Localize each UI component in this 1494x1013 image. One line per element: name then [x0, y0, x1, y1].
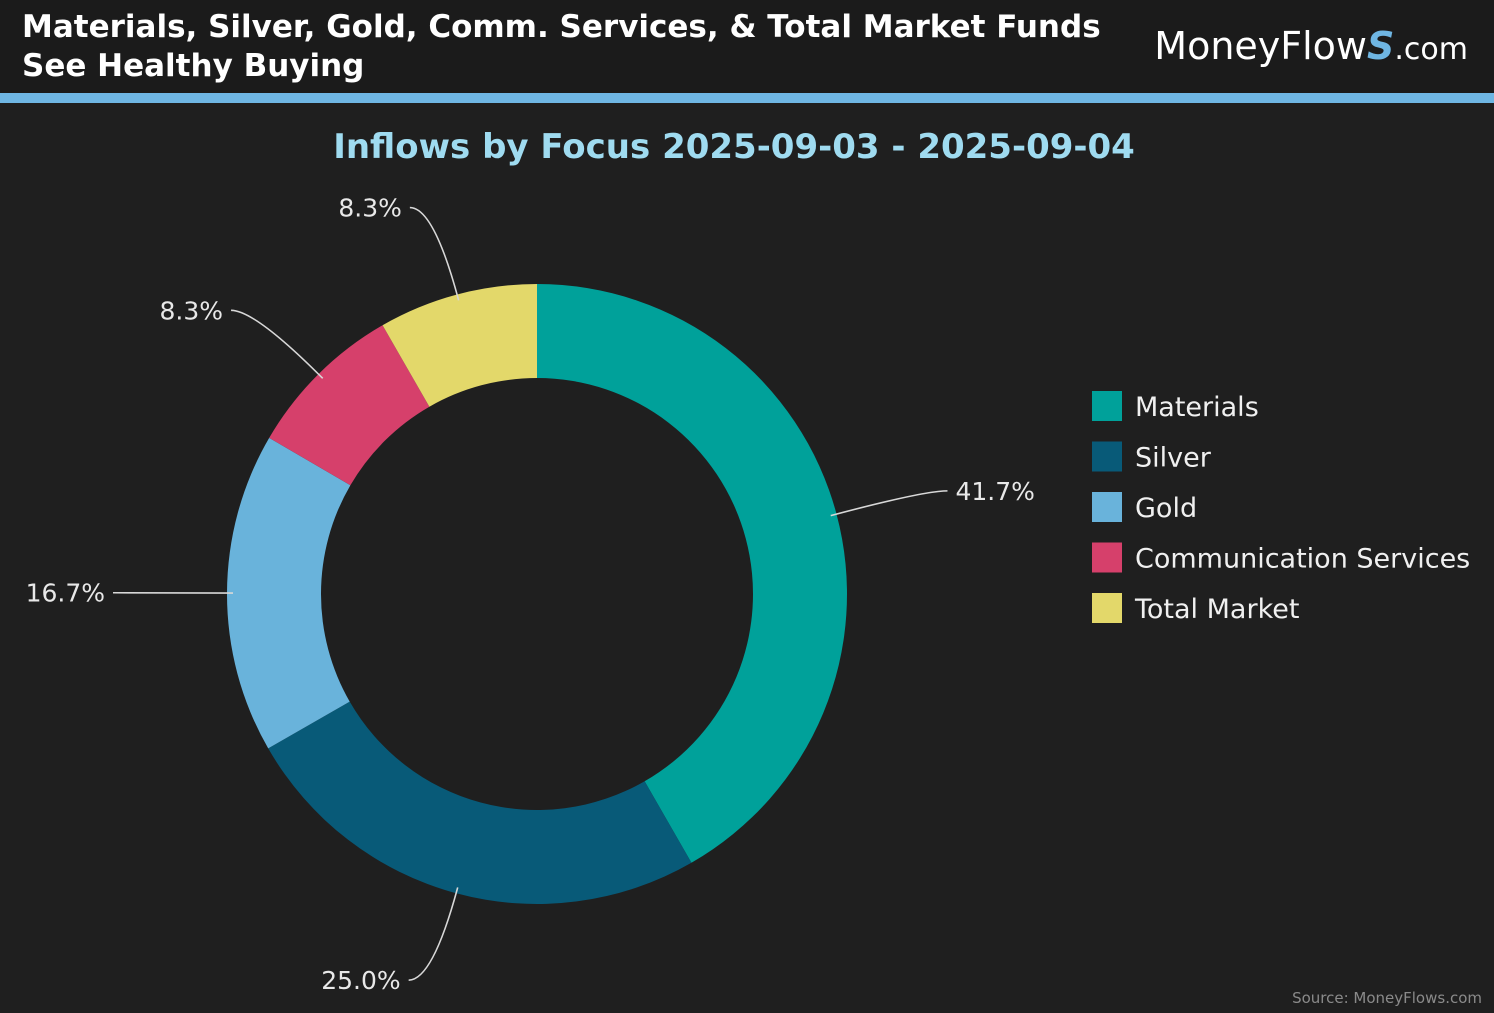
legend: Materials Silver Gold Communication Service… — [1092, 391, 1470, 625]
slice-label-communication-services: 8.3% — [160, 296, 224, 325]
slice-materials — [537, 284, 848, 863]
slice-total-market — [382, 284, 537, 407]
headline-line-1: Materials, Silver, Gold, Comm. Services,… — [22, 9, 1101, 45]
slice-label-total-market: 8.3% — [338, 194, 402, 223]
slice-label-gold: 16.7% — [26, 579, 105, 608]
legend-label-communication-services: Communication Services — [1135, 544, 1470, 575]
leader-line-total-market — [409, 206, 460, 301]
donut-slices — [226, 284, 848, 904]
leader-lines — [113, 206, 948, 981]
legend-swatch-gold — [1092, 492, 1122, 522]
brand-domain: .com — [1394, 32, 1468, 67]
legend-label-total-market: Total Market — [1134, 594, 1299, 625]
chart-title: Inflows by Focus 2025-09-03 - 2025-09-04 — [333, 127, 1135, 167]
headline: Materials, Silver, Gold, Comm. Services,… — [22, 8, 1101, 86]
brand-logo: MoneyFlowS.com — [1154, 24, 1468, 72]
legend-swatch-silver — [1092, 441, 1122, 472]
source-note: Source: MoneyFlows.com — [1292, 989, 1482, 1007]
accent-rule — [0, 93, 1494, 103]
slice-silver — [268, 701, 692, 904]
slice-communication-services — [269, 325, 430, 486]
legend-label-materials: Materials — [1135, 392, 1259, 423]
slice-gold — [226, 437, 351, 749]
leader-line-communication-services — [230, 309, 324, 379]
brand-s: S — [1367, 24, 1395, 68]
legend-swatch-total-market — [1092, 593, 1122, 623]
slice-label-materials: 41.7% — [955, 477, 1034, 506]
brand-main: MoneyFlow — [1154, 24, 1368, 68]
legend-swatch-communication-services — [1092, 542, 1122, 573]
headline-line-2: See Healthy Buying — [22, 48, 365, 84]
legend-swatch-materials — [1092, 391, 1122, 421]
legend-label-gold: Gold — [1135, 493, 1197, 524]
legend-label-silver: Silver — [1135, 443, 1212, 474]
slice-label-silver: 25.0% — [321, 966, 400, 995]
leader-line-silver — [408, 887, 459, 981]
slice-labels: 41.7% 25.0% 16.7% 8.3% 8.3% — [26, 194, 1035, 996]
leader-line-materials — [830, 490, 948, 517]
header-bar: Materials, Silver, Gold, Comm. Services,… — [0, 0, 1494, 93]
